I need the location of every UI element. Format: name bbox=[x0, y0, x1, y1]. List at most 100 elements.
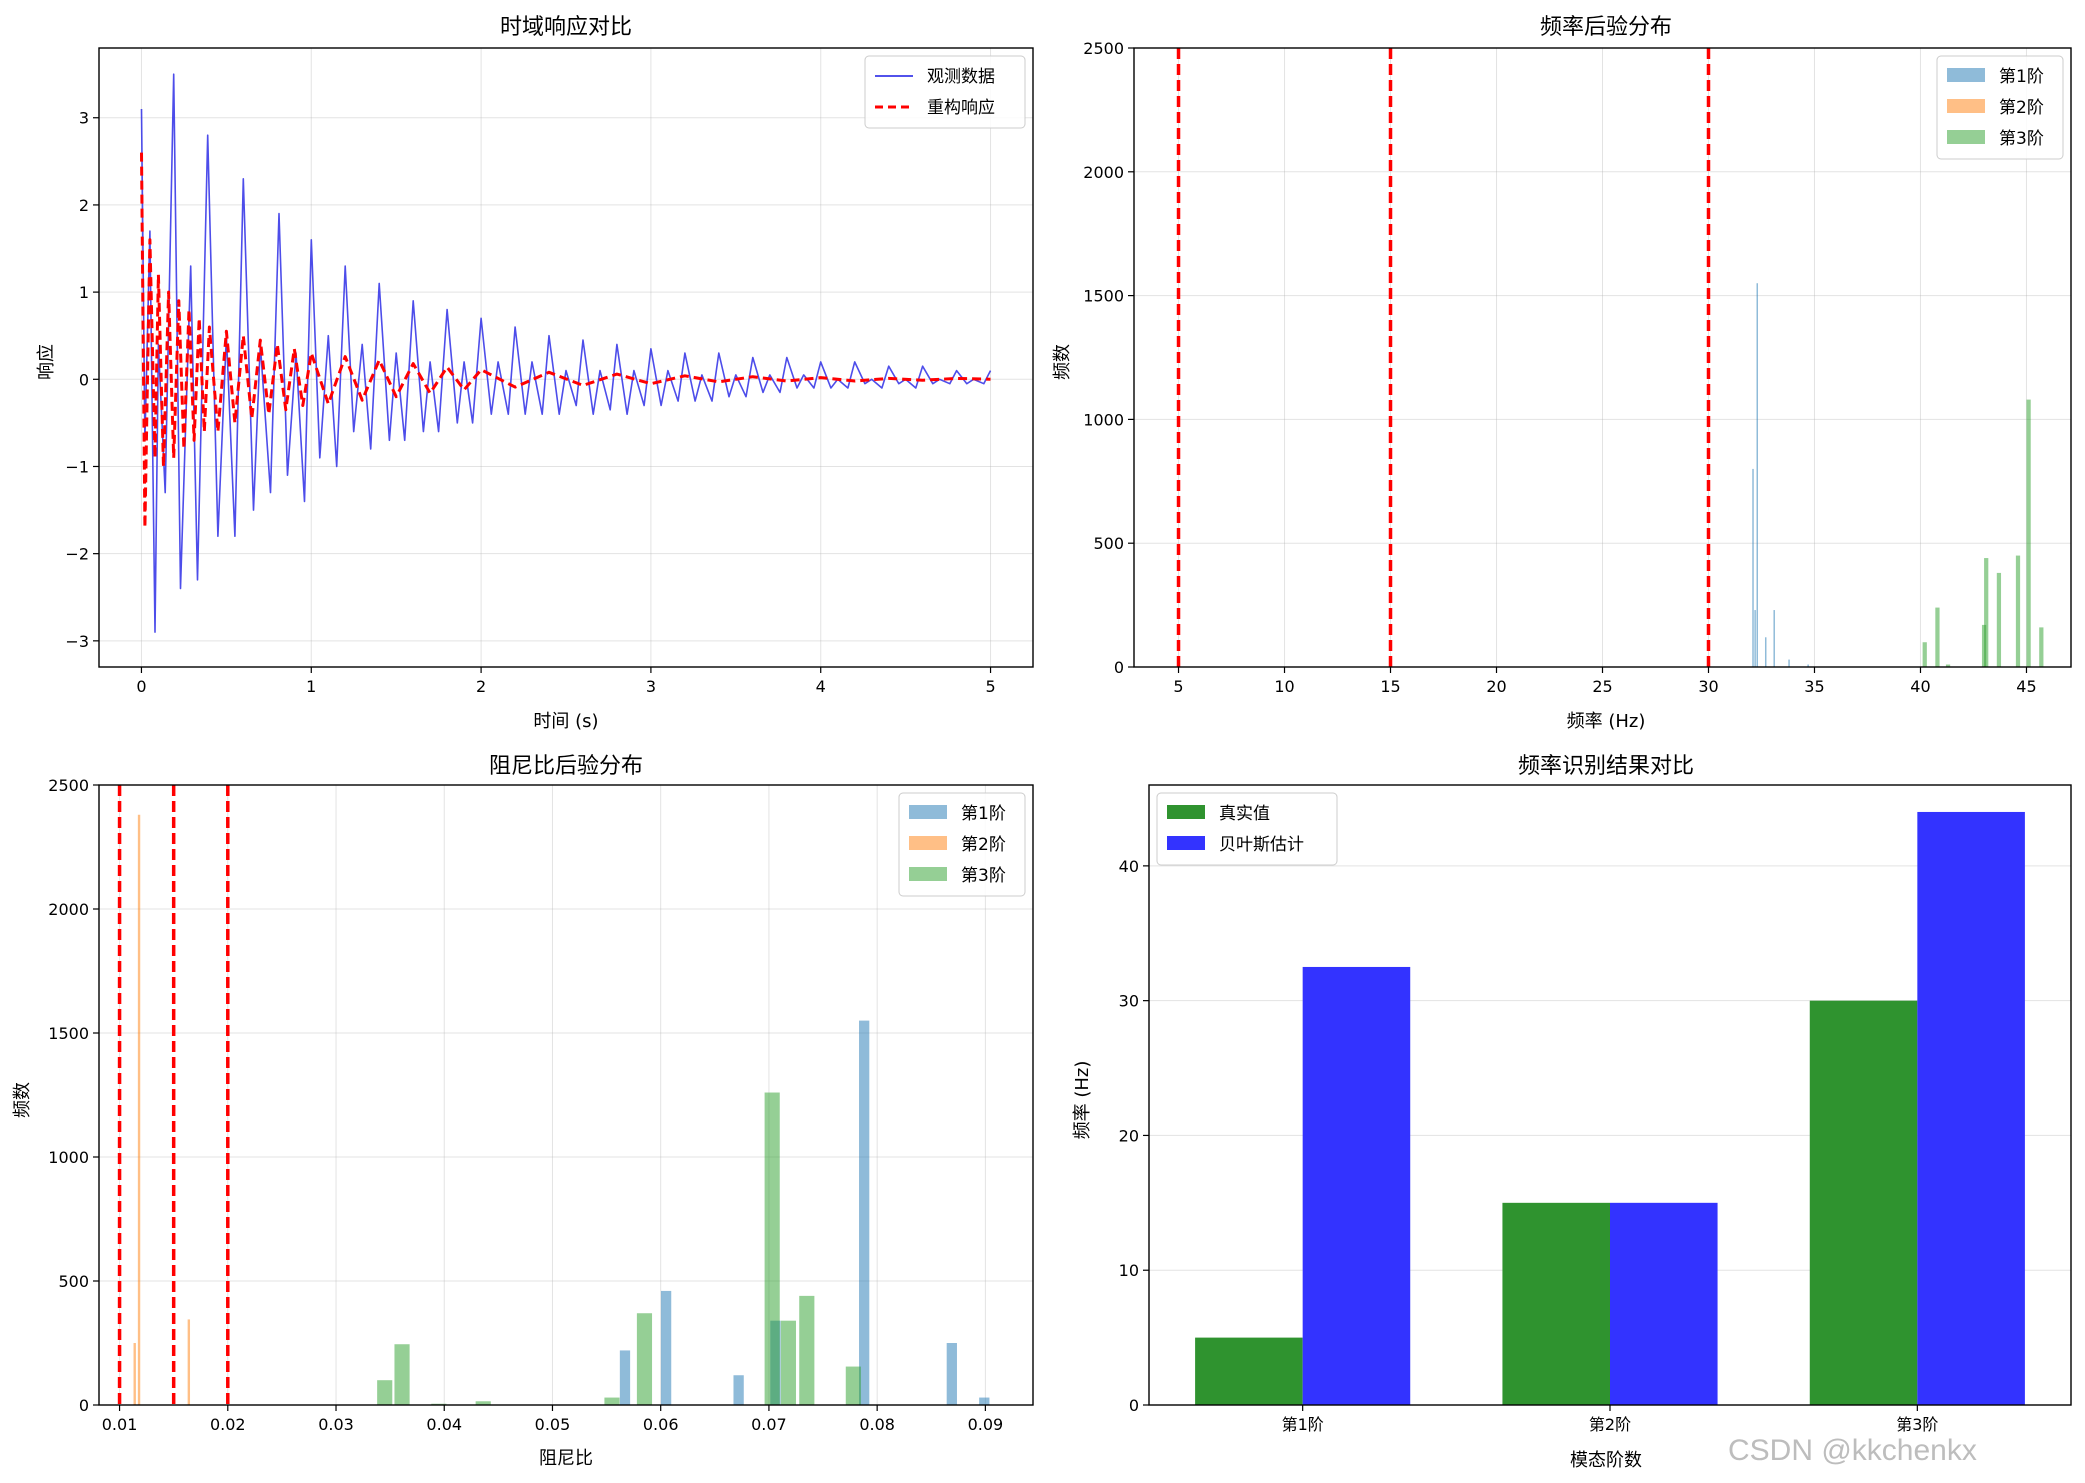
legend-label: 第3阶 bbox=[961, 866, 1006, 886]
histogram-bar bbox=[1984, 558, 1989, 667]
y-tick-label: 0 bbox=[79, 1396, 89, 1415]
histogram-bar bbox=[1764, 637, 1767, 667]
freq-panel-title: 频率后验分布 bbox=[1540, 15, 1672, 40]
legend-label: 第2阶 bbox=[1999, 98, 2044, 118]
comparison-bar bbox=[1502, 1202, 1610, 1405]
y-tick-label: 500 bbox=[58, 1272, 89, 1291]
y-tick-label: 1 bbox=[79, 283, 89, 302]
time-panel-ylabel: 响应 bbox=[36, 344, 57, 380]
y-tick-label: 500 bbox=[1093, 534, 1124, 553]
histogram-bar bbox=[2026, 399, 2031, 667]
x-tick-label: 0.04 bbox=[426, 1415, 462, 1434]
histogram-bar bbox=[2015, 555, 2021, 667]
freq-panel-ylabel: 频数 bbox=[1052, 344, 1073, 380]
time-panel-xlabel: 时间 (s) bbox=[533, 711, 598, 732]
reconstructed-response-line bbox=[140, 152, 991, 529]
x-tick-label: 2 bbox=[476, 677, 486, 696]
legend-label: 第3阶 bbox=[1999, 129, 2044, 149]
comparison-bar bbox=[1195, 1337, 1303, 1405]
histogram-bar bbox=[133, 1343, 136, 1405]
comparison-bar bbox=[1917, 811, 2025, 1405]
legend-label: 第1阶 bbox=[961, 804, 1006, 824]
x-tick-label: 3 bbox=[646, 677, 656, 696]
y-tick-label: 3 bbox=[79, 109, 89, 128]
frequency-posterior-panel: 频率后验分布 频率 (Hz) 频数 5 10 15 20 25 30 35 40 45 0 500 1… bbox=[1052, 15, 2072, 732]
histogram-bar bbox=[1945, 664, 1951, 667]
compare-panel-title: 频率识别结果对比 bbox=[1518, 754, 1694, 779]
y-tick-label: 0 bbox=[79, 370, 89, 389]
x-tick-label: 0.01 bbox=[102, 1415, 138, 1434]
time-panel-title: 时域响应对比 bbox=[500, 15, 632, 40]
histogram-bar bbox=[636, 1313, 653, 1405]
histogram-bar bbox=[1754, 610, 1756, 667]
histogram-bar bbox=[1807, 664, 1809, 667]
y-tick-label: 2500 bbox=[48, 776, 89, 795]
histogram-bar bbox=[1935, 607, 1940, 667]
y-tick-label: 30 bbox=[1119, 992, 1139, 1011]
histogram-bar bbox=[780, 1320, 796, 1405]
x-tick-label: 0.05 bbox=[535, 1415, 571, 1434]
histogram-bar bbox=[137, 814, 141, 1405]
x-tick-label: 0.07 bbox=[751, 1415, 787, 1434]
y-tick-label: 2500 bbox=[1083, 39, 1124, 58]
x-tick-label: 5 bbox=[1173, 677, 1183, 696]
x-tick-label: 15 bbox=[1380, 677, 1400, 696]
histogram-bar bbox=[845, 1366, 861, 1405]
x-tick-label: 1 bbox=[306, 677, 316, 696]
x-tick-label: 0.08 bbox=[859, 1415, 895, 1434]
legend-box bbox=[864, 55, 1026, 129]
axes-frame bbox=[1133, 47, 2072, 668]
x-tick-label: 0 bbox=[136, 677, 146, 696]
y-tick-label: −3 bbox=[65, 632, 89, 651]
damp-panel-ylabel: 频数 bbox=[12, 1082, 33, 1118]
histogram-bar bbox=[660, 1290, 672, 1405]
x-tick-label: 45 bbox=[2016, 677, 2036, 696]
y-tick-label: −2 bbox=[65, 545, 89, 564]
x-tick-label: 20 bbox=[1486, 677, 1506, 696]
histogram-bar bbox=[475, 1401, 491, 1405]
histogram-bar bbox=[1996, 572, 2002, 667]
histogram-bar bbox=[1788, 659, 1790, 667]
y-tick-label: 1000 bbox=[1083, 410, 1124, 429]
legend-label: 观测数据 bbox=[927, 67, 995, 87]
y-tick-label: 40 bbox=[1119, 857, 1139, 876]
y-tick-label: 1500 bbox=[48, 1024, 89, 1043]
legend-swatch bbox=[1947, 68, 1985, 82]
histogram-bar bbox=[1922, 642, 1927, 667]
damping-posterior-panel: 阻尼比后验分布 阻尼比 频数 0.01 0.02 0.03 0.04 0.05 0.06 0… bbox=[12, 754, 1034, 1469]
x-tick-label: 第2阶 bbox=[1589, 1415, 1631, 1434]
y-tick-label: 2000 bbox=[48, 900, 89, 919]
y-tick-label: 0 bbox=[1114, 658, 1124, 677]
legend-label: 第1阶 bbox=[1999, 67, 2044, 87]
x-tick-label: 0.03 bbox=[318, 1415, 354, 1434]
time-response-panel: 时域响应对比 时间 (s) 响应 0 1 2 3 4 5 −3 −2 −1 0 1 2 3 观测数据重构响… bbox=[36, 15, 1034, 732]
legend-swatch bbox=[909, 836, 947, 850]
y-tick-label: 2 bbox=[79, 196, 89, 215]
axes-frame bbox=[98, 47, 1034, 668]
x-tick-label: 30 bbox=[1698, 677, 1718, 696]
histogram-bar bbox=[394, 1344, 410, 1405]
histogram-bar bbox=[979, 1397, 990, 1405]
histogram-bar bbox=[733, 1375, 744, 1405]
histogram-bar bbox=[1773, 610, 1775, 667]
compare-panel-ylabel: 频率 (Hz) bbox=[1072, 1061, 1093, 1140]
histogram-bar bbox=[1752, 468, 1754, 667]
y-tick-label: −1 bbox=[65, 457, 89, 476]
x-tick-label: 40 bbox=[1910, 677, 1930, 696]
histogram-bar bbox=[604, 1397, 620, 1405]
axes-frame bbox=[1148, 784, 2072, 1406]
legend-swatch bbox=[1947, 99, 1985, 113]
frequency-comparison-panel: 频率识别结果对比 模态阶数 频率 (Hz) 0 10 20 30 40 第1阶 第2阶 第3阶… bbox=[1072, 754, 2072, 1471]
x-tick-label: 5 bbox=[985, 677, 995, 696]
x-tick-label: 0.02 bbox=[210, 1415, 246, 1434]
histogram-bar bbox=[764, 1092, 780, 1405]
x-tick-label: 第1阶 bbox=[1282, 1415, 1324, 1434]
watermark: CSDN @kkchenkx bbox=[1728, 1434, 1977, 1467]
histogram-bar bbox=[377, 1380, 393, 1405]
y-tick-label: 2000 bbox=[1083, 163, 1124, 182]
comparison-bar bbox=[1302, 966, 1411, 1405]
freq-panel-xlabel: 频率 (Hz) bbox=[1567, 711, 1646, 732]
y-tick-label: 10 bbox=[1119, 1261, 1139, 1280]
legend-swatch bbox=[1167, 836, 1205, 850]
comparison-bar bbox=[1809, 1000, 1918, 1405]
